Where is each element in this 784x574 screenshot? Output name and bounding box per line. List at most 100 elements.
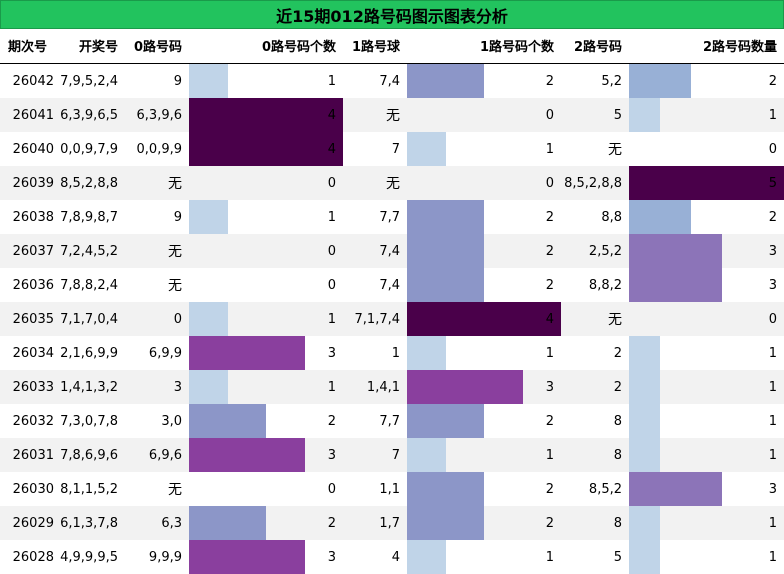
count-bar <box>407 64 484 98</box>
table-row: 26035 7,1,7,0,4 0 7,1,7,4 无 1 4 0 <box>0 302 784 336</box>
count-value: 0 <box>545 107 554 123</box>
cell-r2: 2 <box>613 345 622 361</box>
cell-r2: 无 <box>608 312 622 328</box>
cell-period: 26031 <box>12 447 54 463</box>
table-row: 26037 7,2,4,5,2 无 7,4 2,5,2 0 2 3 <box>0 234 784 268</box>
cell-r1: 7,7 <box>379 209 400 225</box>
cell-r2: 8,8,2 <box>588 277 622 293</box>
cell-period: 26042 <box>12 73 54 89</box>
table-row: 26032 7,3,0,7,8 3,0 7,7 8 2 2 1 <box>0 404 784 438</box>
cell-r2: 8 <box>613 413 622 429</box>
cell-period: 26030 <box>12 481 54 497</box>
count-bar <box>629 234 722 268</box>
cell-r0: 3,0 <box>161 413 182 429</box>
count-value: 3 <box>327 447 336 463</box>
count-value: 3 <box>545 379 554 395</box>
count-bar <box>629 268 722 302</box>
count-value: 2 <box>545 243 554 259</box>
cell-r2: 8 <box>613 447 622 463</box>
count-value: 2 <box>545 209 554 225</box>
cell-draw: 4,9,9,9,5 <box>60 549 118 565</box>
cell-r1: 7 <box>391 141 400 157</box>
count-value: 2 <box>545 515 554 531</box>
table-row: 26029 6,1,3,7,8 6,3 1,7 8 2 2 1 <box>0 506 784 540</box>
cell-r2: 8,5,2 <box>588 481 622 497</box>
cell-r1: 7,7 <box>379 413 400 429</box>
count-value: 3 <box>768 243 777 259</box>
cell-draw: 7,3,0,7,8 <box>60 413 118 429</box>
count-value: 2 <box>545 73 554 89</box>
count-value: 1 <box>327 73 336 89</box>
cell-draw: 2,1,6,9,9 <box>60 345 118 361</box>
count-value: 1 <box>768 379 777 395</box>
cell-r2: 8,5,2,8,8 <box>564 175 622 191</box>
cell-r0: 0 <box>173 311 182 327</box>
cell-r1: 1,4,1 <box>366 379 400 395</box>
cell-period: 26040 <box>12 141 54 157</box>
table-row: 26031 7,8,6,9,6 6,9,6 7 8 3 1 1 <box>0 438 784 472</box>
cell-draw: 7,2,4,5,2 <box>60 243 118 259</box>
cell-r2: 2,5,2 <box>588 243 622 259</box>
table-row: 26030 8,1,1,5,2 无 1,1 8,5,2 0 2 3 <box>0 472 784 506</box>
header-period: 期次号 <box>8 40 48 55</box>
count-value: 0 <box>768 141 777 157</box>
cell-r2: 2 <box>613 379 622 395</box>
count-value: 1 <box>768 549 777 565</box>
count-bar <box>629 166 784 200</box>
count-value: 2 <box>768 73 777 89</box>
table-row: 26033 1,4,1,3,2 3 1,4,1 2 1 3 1 <box>0 370 784 404</box>
count-value: 1 <box>545 345 554 361</box>
cell-r2: 8 <box>613 515 622 531</box>
cell-r2: 5,2 <box>601 73 622 89</box>
header-route1: 1路号球 <box>351 40 400 55</box>
count-value: 3 <box>327 549 336 565</box>
count-value: 2 <box>327 413 336 429</box>
cell-r0: 3 <box>173 379 182 395</box>
cell-draw: 7,8,9,8,7 <box>60 209 118 225</box>
cell-period: 26038 <box>12 209 54 225</box>
count-bar <box>629 370 660 404</box>
count-value: 1 <box>545 549 554 565</box>
header-route0-count: 0路号码个数 <box>261 40 336 55</box>
cell-draw: 7,1,7,0,4 <box>60 311 118 327</box>
count-value: 0 <box>327 481 336 497</box>
count-value: 2 <box>768 209 777 225</box>
count-bar <box>189 370 228 404</box>
cell-draw: 6,3,9,6,5 <box>60 107 118 123</box>
cell-draw: 7,8,6,9,6 <box>60 447 118 463</box>
count-value: 1 <box>768 413 777 429</box>
table-row: 26041 6,3,9,6,5 6,3,9,6 无 5 4 0 1 <box>0 98 784 132</box>
cell-r0: 6,9,6 <box>148 447 182 463</box>
count-value: 1 <box>545 141 554 157</box>
table-row: 26040 0,0,9,7,9 0,0,9,9 7 无 4 1 0 <box>0 132 784 166</box>
cell-r1: 7,4 <box>379 243 400 259</box>
cell-draw: 8,5,2,8,8 <box>60 175 118 191</box>
count-bar <box>629 98 660 132</box>
cell-r1: 1,7 <box>379 515 400 531</box>
count-bar <box>629 438 660 472</box>
count-bar <box>629 404 660 438</box>
cell-r1: 7 <box>391 447 400 463</box>
count-bar <box>189 438 305 472</box>
count-value: 0 <box>327 175 336 191</box>
count-bar <box>629 336 660 370</box>
cell-r1: 无 <box>386 108 400 124</box>
cell-r0: 9 <box>173 209 182 225</box>
cell-draw: 0,0,9,7,9 <box>60 141 118 157</box>
count-value: 2 <box>545 413 554 429</box>
count-value: 1 <box>327 209 336 225</box>
count-bar <box>189 336 305 370</box>
cell-r0: 无 <box>168 278 182 294</box>
cell-r1: 1 <box>391 345 400 361</box>
cell-period: 26035 <box>12 311 54 327</box>
count-value: 0 <box>768 311 777 327</box>
count-bar <box>407 132 446 166</box>
cell-draw: 7,9,5,2,4 <box>60 73 118 89</box>
table-row: 26042 7,9,5,2,4 9 7,4 5,2 1 2 2 <box>0 64 784 98</box>
cell-r2: 5 <box>613 107 622 123</box>
count-bar <box>407 200 484 234</box>
header-route0: 0路号码 <box>133 40 182 55</box>
count-value: 2 <box>545 277 554 293</box>
count-bar <box>407 404 484 438</box>
table-header: 期次号 开奖号 0路号码 0路号码个数 1路号球 1路号码个数 2路号码 2路号… <box>0 28 784 64</box>
